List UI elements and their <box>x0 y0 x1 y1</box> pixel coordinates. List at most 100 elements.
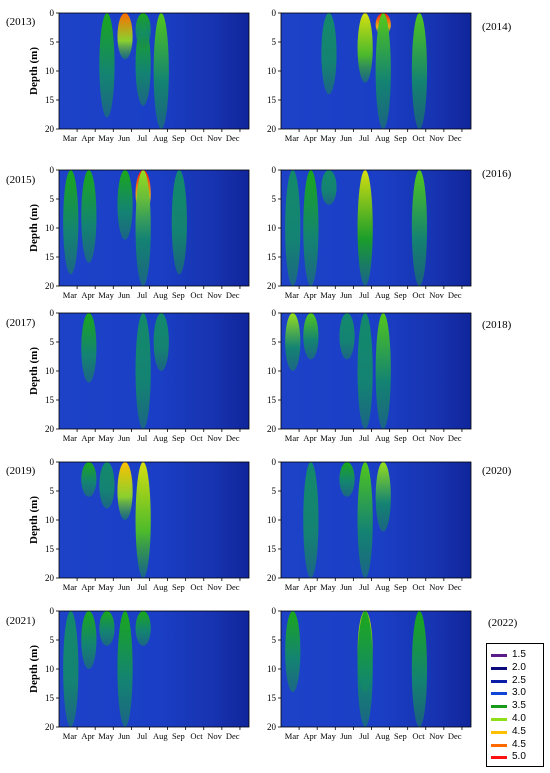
x-tick-label: Nov <box>207 133 222 143</box>
y-axis-label: Depth (m) <box>28 47 40 95</box>
heatmap-hotspot <box>81 462 97 497</box>
y-tick-label: 10 <box>45 366 55 376</box>
x-tick-label: May <box>320 290 336 300</box>
y-tick-label: 10 <box>45 664 55 674</box>
legend-label: 2.0 <box>512 661 526 673</box>
x-tick-label: Dec <box>226 731 240 741</box>
x-tick-label: Oct <box>190 290 203 300</box>
x-tick-label: Jun <box>118 433 131 443</box>
x-tick-label: Mar <box>63 582 77 592</box>
panel-2018: 0 5 10 15 20 Mar Apr May Jun Jul Aug Sep Oct Nov Dec (2… <box>267 308 512 443</box>
y-tick-label: 20 <box>45 722 55 732</box>
y-tick-label: 10 <box>267 66 277 76</box>
x-tick-label: Sep <box>394 133 407 143</box>
legend-swatch <box>491 705 507 709</box>
y-axis-label: Depth (m) <box>28 204 40 252</box>
y-tick-label: 10 <box>267 223 277 233</box>
legend-swatch <box>491 666 507 670</box>
x-tick-label: Sep <box>394 433 407 443</box>
year-label: (2019) <box>6 465 36 477</box>
legend-entry: 3.0 <box>491 687 543 699</box>
x-tick-label: Dec <box>226 290 240 300</box>
y-tick-label: 10 <box>267 366 277 376</box>
legend-label: 3.5 <box>512 700 526 712</box>
x-tick-label: Aug <box>153 433 168 443</box>
x-tick-label: Aug <box>153 290 168 300</box>
heatmap-hotspot <box>99 13 115 118</box>
x-tick-label: May <box>98 433 114 443</box>
x-tick-label: Sep <box>172 582 185 592</box>
heatmap-hotspot <box>375 462 391 532</box>
year-label: (2013) <box>6 16 36 28</box>
x-tick-label: Mar <box>285 290 299 300</box>
x-tick-label: Jul <box>359 290 370 300</box>
heatmap-hotspot <box>339 313 355 360</box>
x-tick-label: Jun <box>340 582 353 592</box>
legend-entry: 1.5 <box>491 649 543 661</box>
heatmap-hotspot <box>81 313 97 383</box>
heatmap-hotspot <box>411 170 428 286</box>
y-tick-label: 0 <box>272 606 277 616</box>
y-tick-label: 5 <box>50 37 55 47</box>
x-tick-label: Nov <box>207 433 222 443</box>
x-tick-label: Apr <box>303 290 316 300</box>
heatmap-hotspot <box>357 313 373 429</box>
y-tick-label: 20 <box>267 573 277 583</box>
x-tick-label: Aug <box>375 433 390 443</box>
x-tick-label: Jun <box>118 731 131 741</box>
y-tick-label: 20 <box>45 424 55 434</box>
heatmap-background <box>281 611 471 727</box>
x-tick-label: Mar <box>63 290 77 300</box>
x-tick-label: Apr <box>303 582 316 592</box>
heatmap-hotspot <box>357 13 373 83</box>
y-tick-label: 0 <box>50 165 55 175</box>
heatmap-hotspot <box>339 462 355 497</box>
x-tick-label: Jul <box>359 133 370 143</box>
heatmap-hotspot <box>375 313 391 429</box>
x-tick-label: Nov <box>429 582 444 592</box>
panel-2022: 0 5 10 15 20 Mar Apr May Jun Jul Aug Sep Oct Nov Dec (2… <box>267 606 518 741</box>
heatmap-hotspot <box>117 170 133 240</box>
heatmap-hotspot <box>63 611 79 727</box>
y-tick-label: 20 <box>267 124 277 134</box>
x-tick-label: Jun <box>118 582 131 592</box>
heatmap-hotspot <box>375 13 391 129</box>
x-tick-label: Jul <box>137 731 148 741</box>
heatmap-hotspot <box>171 170 187 275</box>
y-tick-label: 20 <box>45 281 55 291</box>
y-tick-label: 0 <box>50 308 55 318</box>
y-tick-label: 15 <box>45 95 55 105</box>
heatmap-hotspot <box>117 462 133 520</box>
x-tick-label: Oct <box>190 133 203 143</box>
heatmap-hotspot <box>63 170 79 275</box>
y-tick-label: 10 <box>45 223 55 233</box>
x-tick-label: Nov <box>429 433 444 443</box>
x-tick-label: Nov <box>429 133 444 143</box>
heatmap-hotspot <box>117 611 133 727</box>
panel-2013: 0 5 10 15 20 Mar Apr May Jun Jul Aug Sep Oct Nov Dec De… <box>6 8 250 143</box>
heatmap-hotspot <box>153 13 169 129</box>
y-tick-label: 10 <box>45 66 55 76</box>
color-legend: 1.5 2.0 2.5 3.0 3.5 4.0 4.5 4.5 5.0 <box>486 643 544 767</box>
x-tick-label: Mar <box>285 582 299 592</box>
x-tick-label: Mar <box>285 133 299 143</box>
x-tick-label: Sep <box>394 731 407 741</box>
legend-swatch <box>491 679 507 683</box>
x-tick-label: Apr <box>303 731 316 741</box>
x-tick-label: Mar <box>285 731 299 741</box>
legend-entry: 3.5 <box>491 700 543 712</box>
legend-label: 2.5 <box>512 674 526 686</box>
x-tick-label: Jun <box>340 731 353 741</box>
panel-2021: 0 5 10 15 20 Mar Apr May Jun Jul Aug Sep Oct Nov Dec De… <box>6 606 250 741</box>
x-tick-label: Sep <box>172 433 185 443</box>
y-tick-label: 5 <box>50 486 55 496</box>
legend-swatch <box>491 692 507 696</box>
x-tick-label: Jun <box>340 433 353 443</box>
x-tick-label: Jun <box>340 133 353 143</box>
legend-swatch <box>491 756 507 760</box>
x-tick-label: Oct <box>190 731 203 741</box>
y-tick-label: 10 <box>45 515 55 525</box>
x-tick-label: Dec <box>226 433 240 443</box>
legend-swatch <box>491 743 507 747</box>
x-tick-label: Oct <box>412 133 425 143</box>
